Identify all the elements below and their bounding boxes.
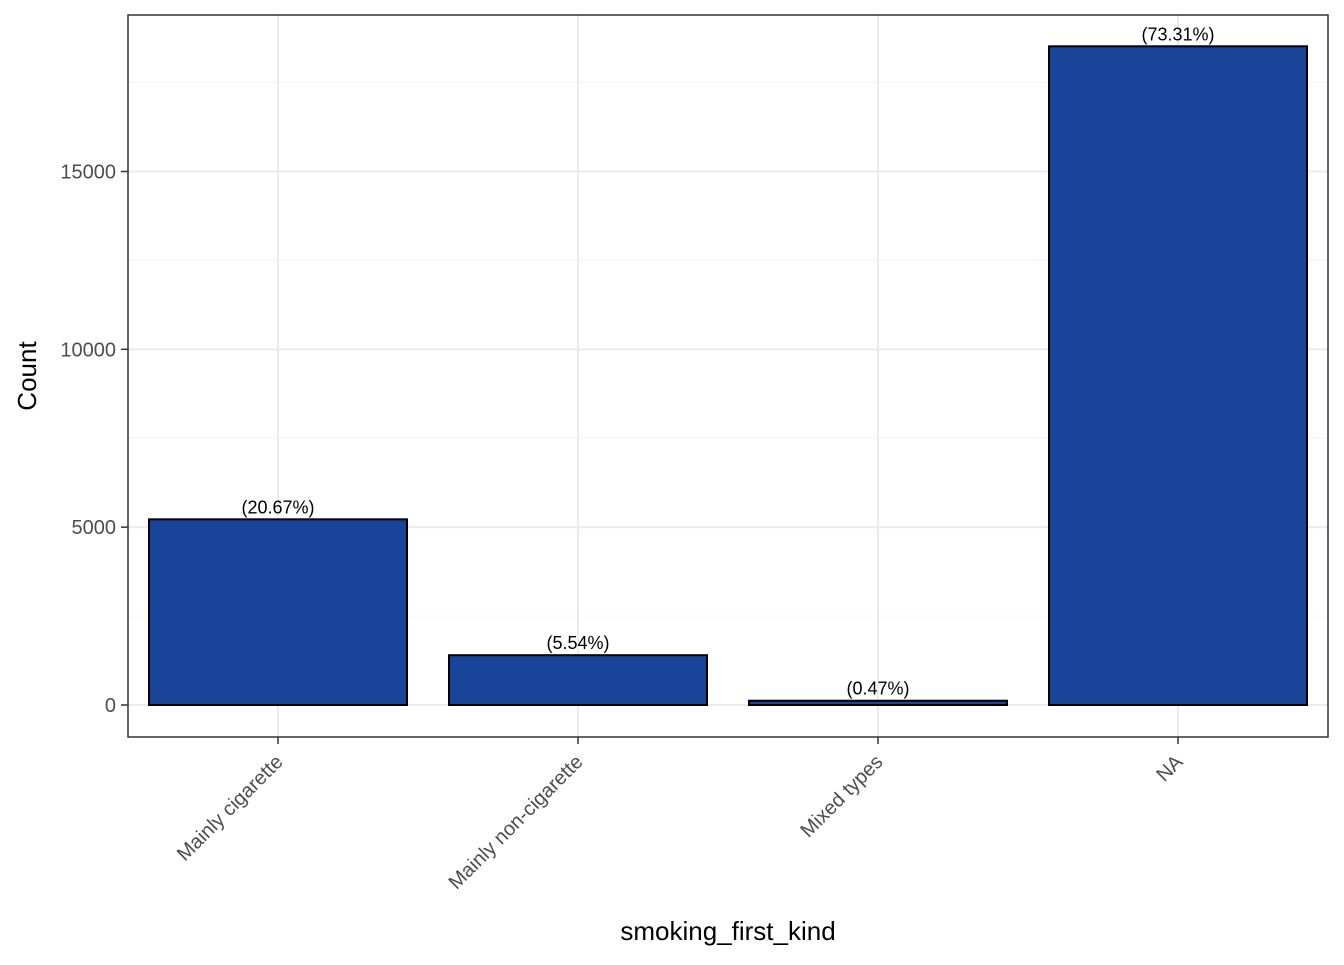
x-tick-label: Mainly cigarette: [173, 751, 288, 866]
x-tick-label: Mainly non-cigarette: [445, 751, 588, 894]
y-axis: 0 5000 10000 15000: [60, 161, 128, 717]
panel-border: [127, 14, 1329, 738]
x-tick-label: Mixed types: [797, 751, 888, 842]
bars: [148, 45, 1308, 706]
y-axis-title: Count: [12, 341, 42, 411]
y-tick-label: 10000: [60, 339, 116, 361]
bar: [448, 654, 708, 706]
x-tick-label: NA: [1152, 751, 1188, 787]
bar-data-label: (20.67%): [241, 497, 314, 517]
y-tick-label: 15000: [60, 161, 116, 183]
x-axis-title: smoking_first_kind: [620, 916, 835, 946]
bar-data-label: (5.54%): [546, 633, 609, 653]
bar-data-label: (73.31%): [1141, 24, 1214, 44]
bar: [1048, 45, 1308, 706]
data-labels: (20.67%) (5.54%) (0.47%) (73.31%): [241, 24, 1214, 698]
bar: [748, 699, 1008, 706]
bar: [148, 518, 408, 706]
x-axis: Mainly cigarette Mainly non-cigarette Mixe…: [173, 737, 1188, 894]
y-tick-label: 5000: [72, 517, 117, 539]
bar-data-label: (0.47%): [846, 679, 909, 699]
y-tick-label: 0: [105, 695, 116, 717]
